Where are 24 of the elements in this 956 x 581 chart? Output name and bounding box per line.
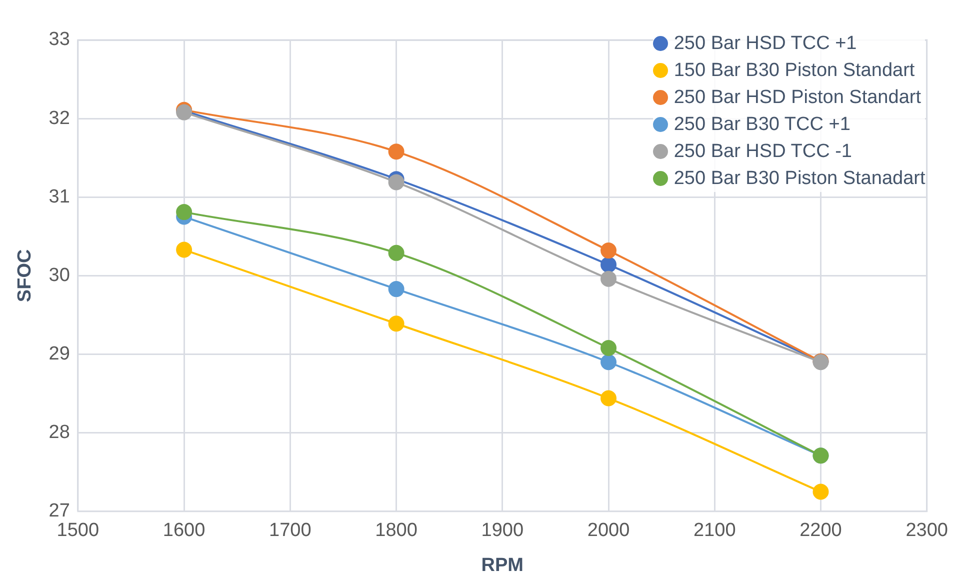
y-tick-label: 27 bbox=[48, 500, 70, 522]
x-tick-label: 2300 bbox=[906, 520, 948, 542]
x-axis-title: RPM bbox=[481, 554, 524, 576]
x-tick-label: 1500 bbox=[56, 520, 100, 542]
y-axis-title: SFOC bbox=[14, 249, 36, 302]
x-tick-label: 1800 bbox=[375, 520, 418, 542]
x-tick-label: 2000 bbox=[587, 520, 630, 542]
x-tick-label: 1700 bbox=[269, 520, 312, 542]
x-tick-label: 2100 bbox=[693, 520, 736, 542]
y-tick-label: 28 bbox=[48, 422, 70, 444]
legend-label: 150 Bar B30 Piston Standart bbox=[674, 59, 915, 83]
legend-label: 250 Bar B30 TCC +1 bbox=[674, 113, 850, 137]
y-tick-label: 32 bbox=[48, 108, 70, 129]
x-tick-label: 2200 bbox=[800, 520, 842, 542]
legend-label: 250 Bar HSD Piston Standart bbox=[674, 86, 921, 110]
x-tick-label: 1600 bbox=[162, 520, 206, 542]
legend-label: 250 Bar HSD TCC +1 bbox=[674, 32, 857, 56]
y-tick-label: 29 bbox=[48, 344, 70, 364]
y-tick-label: 31 bbox=[48, 186, 70, 208]
legend-label: 250 Bar B30 Piston Stanadart bbox=[674, 167, 926, 191]
y-tick-label: 33 bbox=[48, 29, 70, 50]
legend-label: 250 Bar HSD TCC -1 bbox=[674, 140, 852, 164]
x-tick-label: 1900 bbox=[481, 520, 524, 542]
y-tick-label: 30 bbox=[48, 264, 70, 286]
